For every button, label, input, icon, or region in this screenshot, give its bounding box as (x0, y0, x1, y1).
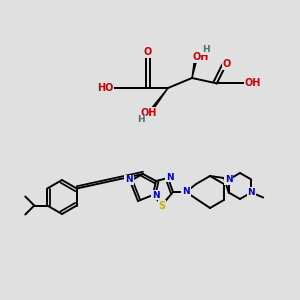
Text: S: S (158, 201, 166, 211)
Text: OH: OH (193, 52, 209, 62)
Polygon shape (192, 58, 197, 78)
Text: N: N (166, 172, 174, 182)
Text: OH: OH (141, 108, 157, 118)
Text: N: N (225, 175, 232, 184)
Text: N: N (125, 176, 133, 184)
Text: O: O (144, 47, 152, 57)
Text: N: N (182, 188, 190, 196)
Text: H: H (202, 46, 210, 55)
Text: H: H (137, 116, 145, 124)
Text: O: O (223, 59, 231, 69)
Text: OH: OH (245, 78, 261, 88)
Polygon shape (149, 88, 168, 113)
Text: HO: HO (97, 83, 113, 93)
Text: N: N (152, 190, 160, 200)
Text: N: N (248, 188, 255, 197)
